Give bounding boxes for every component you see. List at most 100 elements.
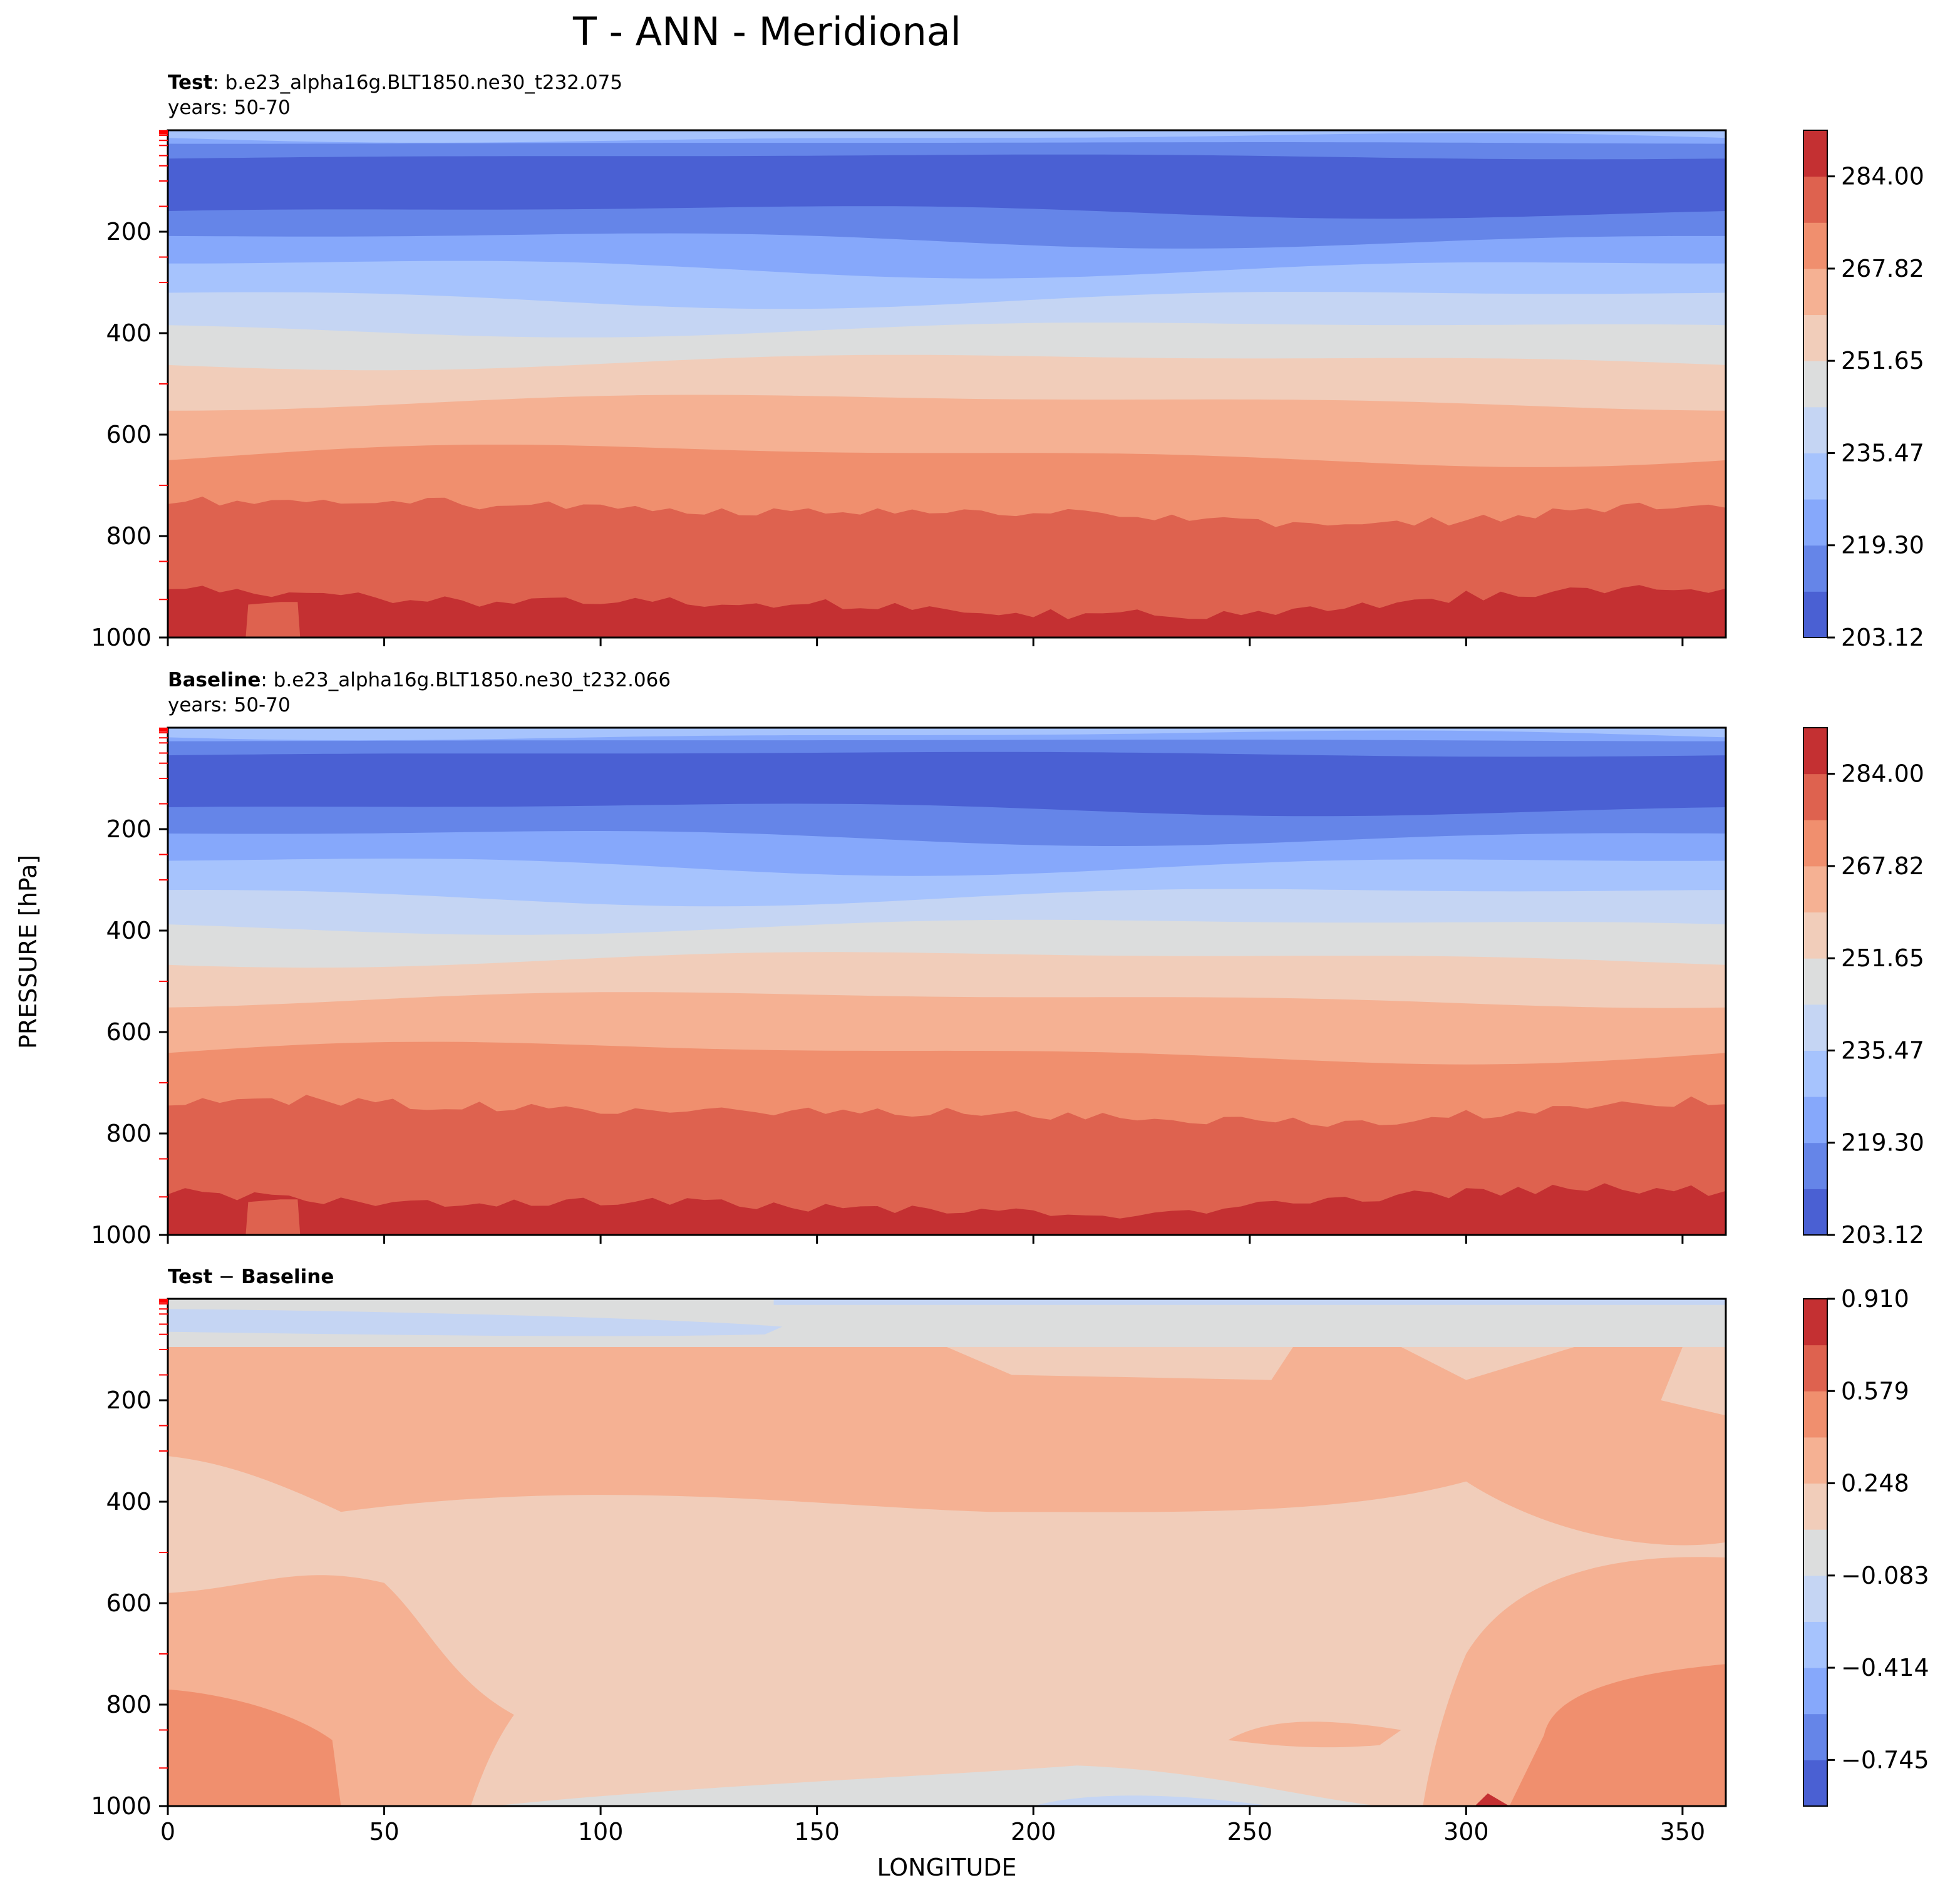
diff-grey-surface [492, 1765, 1380, 1806]
colorbar-band [1803, 820, 1827, 867]
difference-panel-title: Test − Baseline [168, 1266, 334, 1288]
x-tick-label: 250 [1227, 1818, 1273, 1846]
x-tick-label: 200 [1011, 1818, 1056, 1846]
panel-baseline: 200 400 600 800 1000 203.12 219.30 235.47 251.65… [91, 726, 1924, 1249]
temperature-field [168, 728, 1726, 1235]
baseline-panel-title: Baseline: b.e23_alpha16g.BLT1850.ne30_t2… [168, 669, 671, 691]
colorbar-frame [1803, 727, 1828, 1236]
colorbar-tick-label: 0.579 [1841, 1377, 1909, 1405]
y-tick-label: 1000 [91, 624, 152, 651]
colorbar-tick-label: 235.47 [1841, 439, 1924, 467]
colorbar-tick-label: 0.248 [1841, 1470, 1909, 1497]
y-axis-label: PRESSURE [hPa] [14, 855, 42, 1049]
colorbar-band [1803, 1142, 1827, 1189]
y-tick-label: 200 [106, 815, 152, 843]
colorbar-tick-label: 203.12 [1841, 1221, 1924, 1249]
colorbar-band [1803, 453, 1827, 500]
y-tick-label: 800 [106, 1120, 152, 1147]
colorbar-band [1803, 773, 1827, 820]
diff-title-b: Baseline [241, 1266, 334, 1288]
panel-test: 200 400 600 800 1000 203.12 219.30 235.47 251.65… [91, 129, 1924, 651]
colorbar-band [1803, 268, 1827, 316]
colorbar-tick-label: 284.00 [1841, 760, 1924, 788]
baseline-panel-subtitle: years: 50-70 [168, 694, 291, 716]
colorbar-band [1803, 176, 1827, 223]
test-title-bold: Test [168, 71, 213, 94]
y-tick-label: 600 [106, 421, 152, 448]
x-tick-label: 100 [578, 1818, 624, 1846]
baseline-title-rest: : b.e23_alpha16g.BLT1850.ne30_t232.066 [260, 669, 671, 691]
colorbar-tick-label: −0.414 [1841, 1654, 1929, 1681]
y-tick-label: 200 [106, 218, 152, 245]
diff-title-a: Test [168, 1266, 213, 1288]
colorbar-band [1803, 1050, 1827, 1097]
colorbar-band [1803, 1345, 1827, 1391]
diff-red-speck [1475, 1793, 1510, 1806]
y-tick-label: 400 [106, 917, 152, 944]
colorbar-frame [1803, 1298, 1828, 1807]
diff-blue-strip [773, 1299, 1726, 1305]
colorbar-band [1803, 361, 1827, 408]
x-tick-label: 50 [369, 1818, 399, 1846]
colorbar-tick-label: 235.47 [1841, 1036, 1924, 1064]
diff-orange-left [168, 1689, 341, 1806]
colorbar-band [1803, 958, 1827, 1005]
panel-difference: 200 400 600 800 1000 0 50 100 150 200 250 300 350 −0.… [91, 1285, 1929, 1846]
x-axis-label: LONGITUDE [877, 1854, 1016, 1881]
contour-band [168, 585, 1726, 638]
colorbar-band [1803, 222, 1827, 269]
colorbar-tick-label: 251.65 [1841, 944, 1924, 972]
colorbar-band [1803, 1483, 1827, 1530]
y-tick-label: 1000 [91, 1792, 152, 1820]
colorbar-band [1803, 130, 1827, 177]
terrain-notch [245, 602, 301, 638]
diff-pocket-1 [947, 1346, 1293, 1380]
colorbar-band [1803, 545, 1827, 592]
x-tick-label: 150 [794, 1818, 840, 1846]
y-tick-label: 400 [106, 1488, 152, 1515]
colorbar-band [1803, 314, 1827, 361]
diff-blue-lens [168, 1309, 783, 1336]
y-tick-label: 800 [106, 522, 152, 550]
diff-title-mid: − [212, 1266, 241, 1288]
colorbar-frame [1803, 130, 1828, 638]
colorbar-tick-label: −0.745 [1841, 1746, 1929, 1774]
colorbar-tick-label: 0.910 [1841, 1285, 1909, 1313]
diff-pocket-3 [1661, 1346, 1726, 1416]
x-tick-label: 0 [160, 1818, 175, 1846]
colorbar-tick-label: 219.30 [1841, 1129, 1924, 1157]
y-tick-label: 800 [106, 1691, 152, 1718]
colorbar-band [1803, 865, 1827, 913]
terrain-notch [245, 1199, 301, 1235]
colorbar-tick-label: −0.083 [1841, 1562, 1929, 1589]
colorbar-band [1803, 1189, 1827, 1236]
diff-pocket-2 [1401, 1346, 1575, 1380]
diff-salmon-mid [1228, 1722, 1401, 1748]
colorbar-band [1803, 1391, 1827, 1438]
colorbar-band [1803, 1004, 1827, 1051]
colorbar-band [1803, 591, 1827, 638]
baseline-title-bold: Baseline [168, 669, 260, 691]
test-title-rest: : b.e23_alpha16g.BLT1850.ne30_t232.075 [212, 71, 622, 94]
diff-orange-right [1509, 1664, 1726, 1806]
colorbar-band [1803, 1760, 1827, 1807]
y-tick-label: 200 [106, 1386, 152, 1414]
colorbar-tick-label: 251.65 [1841, 347, 1924, 374]
colorbar-band [1803, 1713, 1827, 1760]
colorbar-tick-label: 284.00 [1841, 163, 1924, 190]
test-panel-subtitle: years: 50-70 [168, 96, 291, 119]
diff-blue-surface [1033, 1795, 1272, 1806]
temperature-field [168, 130, 1726, 638]
colorbar-band [1803, 499, 1827, 546]
figure-title: T - ANN - Meridional [572, 9, 961, 54]
contour-band [168, 1183, 1726, 1235]
colorbar-band [1803, 406, 1827, 453]
y-tick-label: 1000 [91, 1221, 152, 1249]
colorbar-tick-label: 203.12 [1841, 624, 1924, 651]
test-panel-title: Test: b.e23_alpha16g.BLT1850.ne30_t232.0… [168, 71, 622, 94]
colorbar-band [1803, 1668, 1827, 1715]
colorbar-band [1803, 1621, 1827, 1668]
colorbar-band [1803, 1299, 1827, 1346]
